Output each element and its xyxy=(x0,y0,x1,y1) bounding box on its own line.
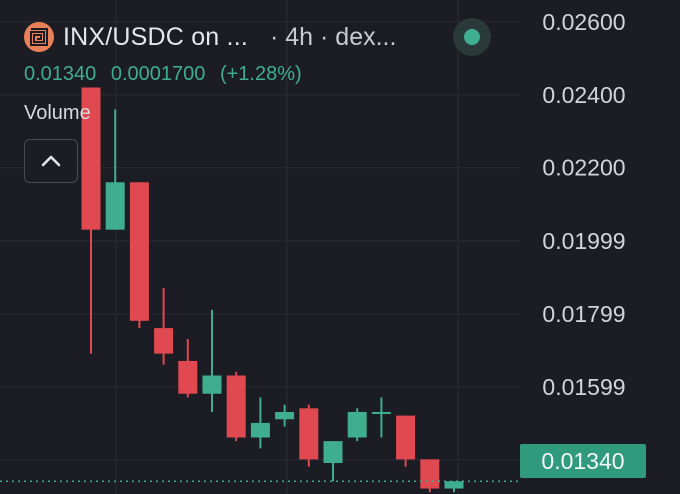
y-tick-label: 0.02200 xyxy=(542,155,625,181)
candle xyxy=(81,87,101,354)
candle xyxy=(105,109,125,230)
candle xyxy=(226,371,246,442)
y-tick-label: 0.01799 xyxy=(542,301,625,327)
candle xyxy=(347,408,367,442)
candle xyxy=(371,397,391,438)
chart-header: INX/USDC on ... · 4h · dex... xyxy=(24,20,396,54)
interval-label[interactable]: · 4h · dex... xyxy=(270,22,397,51)
last-price-tag: 0.01340 xyxy=(520,444,646,478)
candle xyxy=(396,415,416,467)
chevron-up-icon xyxy=(41,155,61,167)
y-tick-label: 0.01599 xyxy=(542,374,625,400)
status-dot-icon xyxy=(464,29,480,45)
price-axis[interactable]: 0.02600 0.02400 0.02200 0.01999 0.01799 0.015… xyxy=(542,9,625,473)
price-change-percent: (+1.28%) xyxy=(219,63,302,85)
maze-logo-icon xyxy=(24,22,54,52)
candle xyxy=(323,441,343,482)
candle xyxy=(275,404,295,427)
candle xyxy=(202,309,222,412)
last-price-value: 0.01340 xyxy=(24,63,97,85)
collapse-button[interactable] xyxy=(24,139,78,183)
y-tick-label: 0.02400 xyxy=(542,82,625,108)
candle xyxy=(444,481,464,493)
candle xyxy=(299,404,319,467)
price-summary: 0.01340 0.0001700 (+1.28%) xyxy=(24,63,311,86)
pair-title[interactable]: INX/USDC on ... xyxy=(63,22,248,51)
candle xyxy=(154,288,174,365)
price-change-value: 0.0001700 xyxy=(110,63,206,85)
candle xyxy=(178,339,198,398)
status-indicator[interactable] xyxy=(453,18,491,56)
volume-label: Volume xyxy=(24,102,91,124)
y-tick-label: 0.02600 xyxy=(542,9,625,35)
y-tick-label: 0.01999 xyxy=(542,228,625,254)
candle xyxy=(129,182,149,329)
candle xyxy=(250,397,270,449)
candles xyxy=(81,87,464,493)
candle xyxy=(420,459,440,493)
